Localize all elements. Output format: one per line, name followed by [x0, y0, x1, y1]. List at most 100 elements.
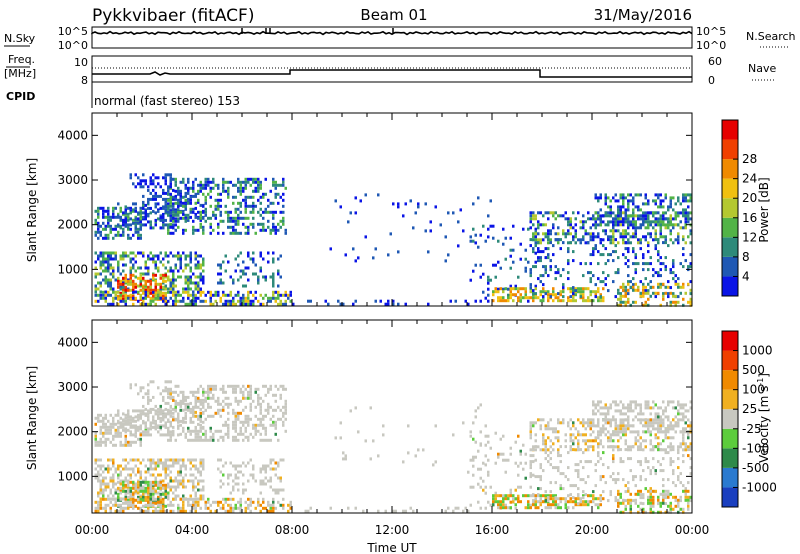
- colorbar-tick-label: 16: [742, 211, 757, 225]
- range-cell: [654, 295, 657, 299]
- range-cell: [542, 295, 545, 299]
- range-cell: [197, 263, 200, 267]
- range-cell: [524, 248, 527, 252]
- range-cell: [682, 427, 685, 431]
- range-cell: [199, 213, 202, 217]
- range-cell: [99, 266, 102, 270]
- range-cell: [177, 269, 180, 273]
- range-cell: [247, 228, 250, 232]
- range-cell: [617, 297, 620, 301]
- range-cell: [94, 437, 97, 441]
- range-cell: [197, 500, 200, 504]
- range-cell: [204, 213, 207, 217]
- range-cell: [159, 218, 162, 222]
- range-cell: [182, 416, 185, 420]
- range-cell: [244, 210, 247, 214]
- range-cell: [122, 282, 125, 286]
- range-cell: [219, 198, 222, 202]
- range-cell: [234, 476, 237, 480]
- range-cell: [544, 256, 547, 260]
- range-cell: [242, 482, 245, 486]
- range-cell: [97, 299, 100, 303]
- range-cell: [677, 421, 680, 425]
- range-cell: [177, 417, 180, 421]
- range-cell: [657, 427, 660, 431]
- range-cell: [149, 251, 152, 255]
- y-tick-label: 2000: [57, 218, 88, 232]
- range-cell: [127, 467, 130, 471]
- range-cell: [154, 266, 157, 270]
- range-cell: [287, 509, 290, 513]
- range-cell: [139, 433, 142, 437]
- range-cell: [197, 422, 200, 426]
- range-cell: [197, 414, 200, 418]
- range-cell: [169, 284, 172, 288]
- range-cell: [147, 486, 150, 490]
- range-cell: [222, 390, 225, 394]
- range-cell: [607, 205, 610, 209]
- range-cell: [122, 288, 125, 292]
- range-cell: [602, 229, 605, 233]
- range-cell: [689, 217, 692, 221]
- range-cell: [487, 440, 490, 444]
- range-cell: [282, 293, 285, 297]
- range-cell: [149, 492, 152, 496]
- range-cell: [179, 254, 182, 258]
- range-cell: [469, 503, 472, 507]
- range-cell: [624, 442, 627, 446]
- range-cell: [552, 494, 555, 498]
- range-cell: [112, 206, 115, 210]
- range-cell: [117, 214, 120, 218]
- range-cell: [594, 293, 597, 297]
- range-cell: [119, 226, 122, 230]
- range-cell: [149, 497, 152, 501]
- range-cell: [104, 236, 107, 240]
- range-cell: [677, 295, 680, 299]
- range-cell: [212, 210, 215, 214]
- range-cell: [212, 186, 215, 190]
- range-cell: [547, 421, 550, 425]
- range-cell: [219, 429, 222, 433]
- range-cell: [637, 412, 640, 416]
- range-cell: [157, 290, 160, 294]
- range-cell: [642, 211, 645, 215]
- range-cell: [242, 293, 245, 297]
- range-cell: [237, 500, 240, 504]
- range-cell: [167, 278, 170, 282]
- range-cell: [687, 445, 690, 449]
- range-cell: [664, 430, 667, 434]
- range-cell: [689, 292, 692, 296]
- range-cell: [662, 205, 665, 209]
- range-cell: [209, 225, 212, 229]
- range-cell: [127, 409, 130, 413]
- range-cell: [139, 302, 142, 306]
- range-cell: [109, 509, 112, 513]
- range-cell: [492, 500, 495, 504]
- range-cell: [624, 196, 627, 200]
- range-cell: [124, 299, 127, 303]
- range-cell: [94, 284, 97, 288]
- range-cell: [657, 205, 660, 209]
- range-cell: [112, 272, 115, 276]
- range-cell: [687, 205, 690, 209]
- range-cell: [192, 411, 195, 415]
- range-cell: [634, 288, 637, 292]
- range-cell: [272, 423, 275, 427]
- range-cell: [149, 206, 152, 210]
- range-cell: [619, 285, 622, 289]
- range-cell: [102, 290, 105, 294]
- range-cell: [532, 217, 535, 221]
- range-cell: [572, 448, 575, 452]
- range-cell: [229, 219, 232, 223]
- range-cell: [202, 497, 205, 501]
- range-cell: [554, 296, 557, 300]
- range-cell: [124, 296, 127, 300]
- range-cell: [632, 430, 635, 434]
- range-cell: [584, 481, 587, 485]
- range-cell: [162, 291, 165, 295]
- range-cell: [512, 260, 515, 264]
- range-cell: [182, 485, 185, 489]
- range-cell: [147, 433, 150, 437]
- range-cell: [237, 213, 240, 217]
